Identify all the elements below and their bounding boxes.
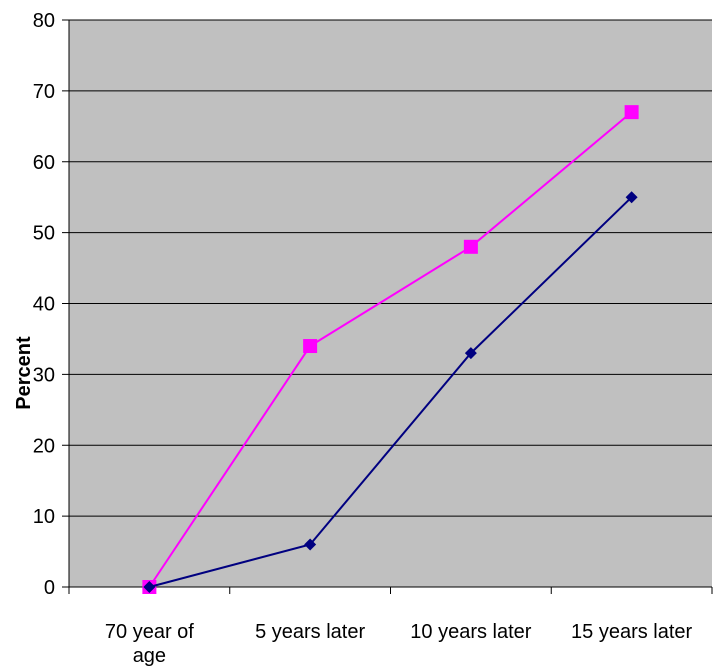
y-tick-label-80: 80 (33, 10, 55, 32)
series-1-point-1 (304, 538, 317, 551)
y-tick-label-0: 0 (44, 577, 55, 599)
series-0-point-3 (624, 105, 639, 120)
series-0-point-2 (463, 239, 478, 254)
series-1-line (149, 196, 633, 588)
y-tick-label-20: 20 (33, 435, 55, 457)
y-axis-label: Percent (13, 336, 35, 410)
series-1-point-2 (464, 347, 477, 360)
y-tick-label-30: 30 (33, 364, 55, 386)
y-tick-label-70: 70 (33, 81, 55, 103)
y-tick-label-40: 40 (33, 294, 55, 316)
axes (62, 19, 713, 594)
series-1-point-3 (625, 191, 638, 204)
x-tick-label-3: 15 years later (571, 621, 693, 643)
x-tick-label-0: 70 year of age (105, 621, 194, 667)
series-1-point-0 (143, 581, 156, 593)
series-layer (142, 105, 639, 594)
series-0-point-1 (303, 339, 318, 354)
x-tick-label-2: 10 years later (410, 621, 532, 643)
labels-layer: 0 10 20 30 40 50 60 70 80 70 year of age 5 years la… (13, 10, 693, 667)
y-tick-label-50: 50 (33, 223, 55, 245)
plot-area (69, 19, 712, 587)
y-tick-label-60: 60 (33, 152, 55, 174)
x-tick-label-1: 5 years later (255, 621, 365, 643)
y-tick-label-10: 10 (33, 506, 55, 528)
series-0-line (148, 111, 633, 588)
